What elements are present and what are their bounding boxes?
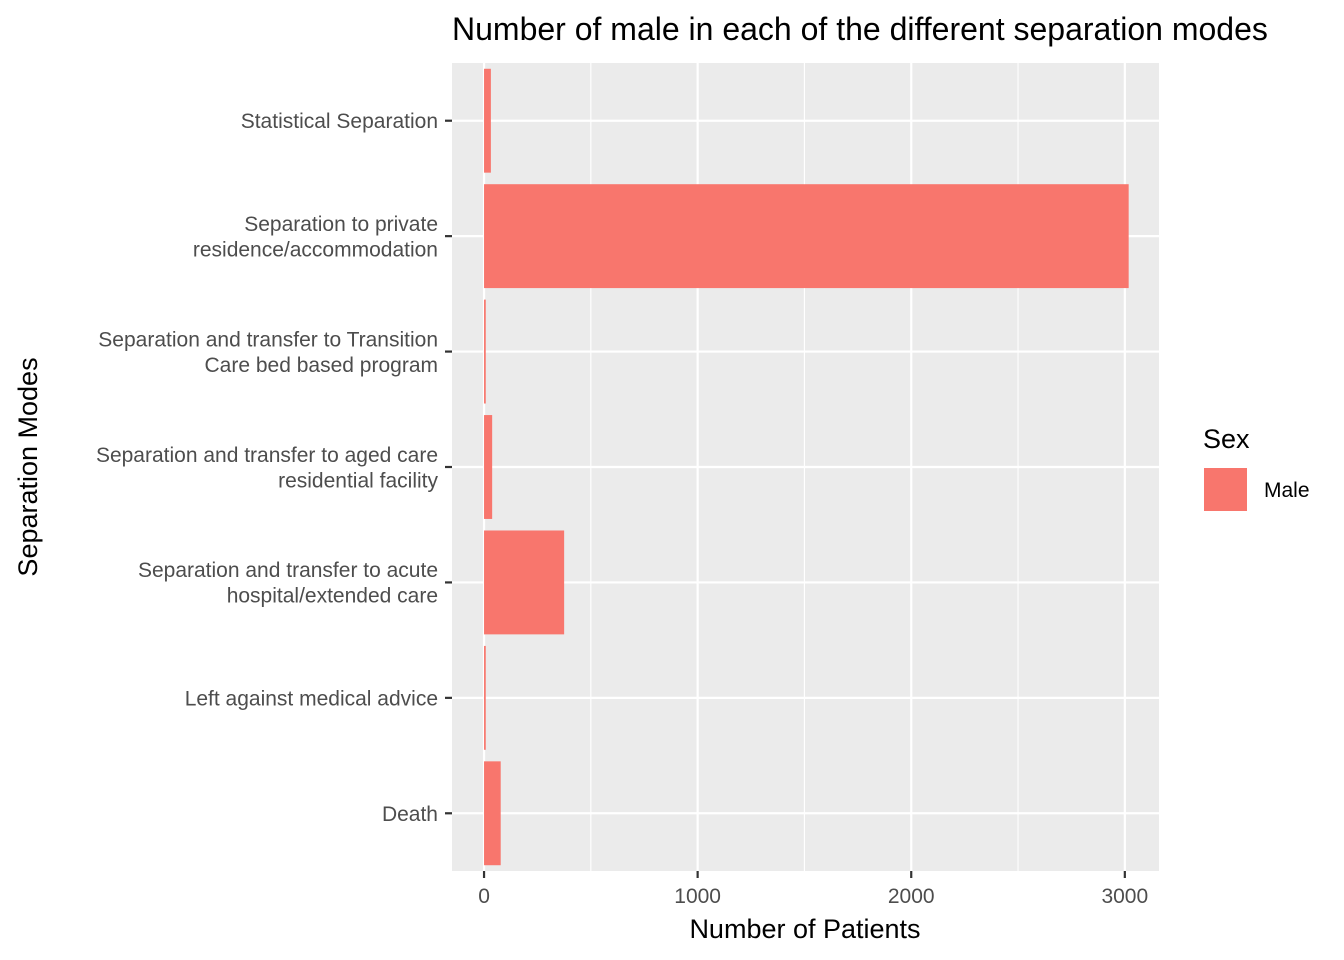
x-tick-label: 3000 (1101, 885, 1148, 908)
y-tick-label: Left against medical advice (185, 687, 438, 710)
y-axis: Statistical Separation Separation to priv… (96, 110, 452, 826)
bar (484, 299, 486, 404)
bar (484, 415, 493, 519)
bar (484, 68, 491, 173)
x-tick-label: 1000 (674, 885, 721, 908)
x-tick-label: 2000 (888, 885, 935, 908)
legend: Sex Male (1203, 424, 1310, 511)
y-tick-label: Separation to private residence/accommoda… (193, 213, 438, 262)
y-tick-label: Separation and transfer to Transition Car… (98, 328, 438, 377)
y-tick-label: Statistical Separation (241, 110, 438, 133)
legend-key (1204, 468, 1247, 511)
bar (484, 530, 565, 635)
legend-title: Sex (1203, 424, 1250, 454)
x-tick-label: 0 (478, 885, 490, 908)
chart-title: Number of male in each of the different … (452, 11, 1268, 47)
x-axis: 0 1000 2000 3000 (478, 871, 1148, 908)
x-axis-title: Number of Patients (689, 914, 920, 944)
y-tick-label: Death (382, 803, 438, 826)
legend-label: Male (1264, 479, 1310, 502)
legend-entries: Male (1204, 468, 1310, 511)
y-tick-label: Separation and transfer to aged care resi… (96, 444, 439, 493)
y-tick-label: Separation and transfer to acute hospital… (138, 559, 438, 608)
bar (484, 761, 501, 866)
y-axis-title: Separation Modes (13, 357, 43, 576)
bar (484, 645, 486, 750)
bars (484, 68, 1129, 866)
bar (484, 184, 1129, 289)
